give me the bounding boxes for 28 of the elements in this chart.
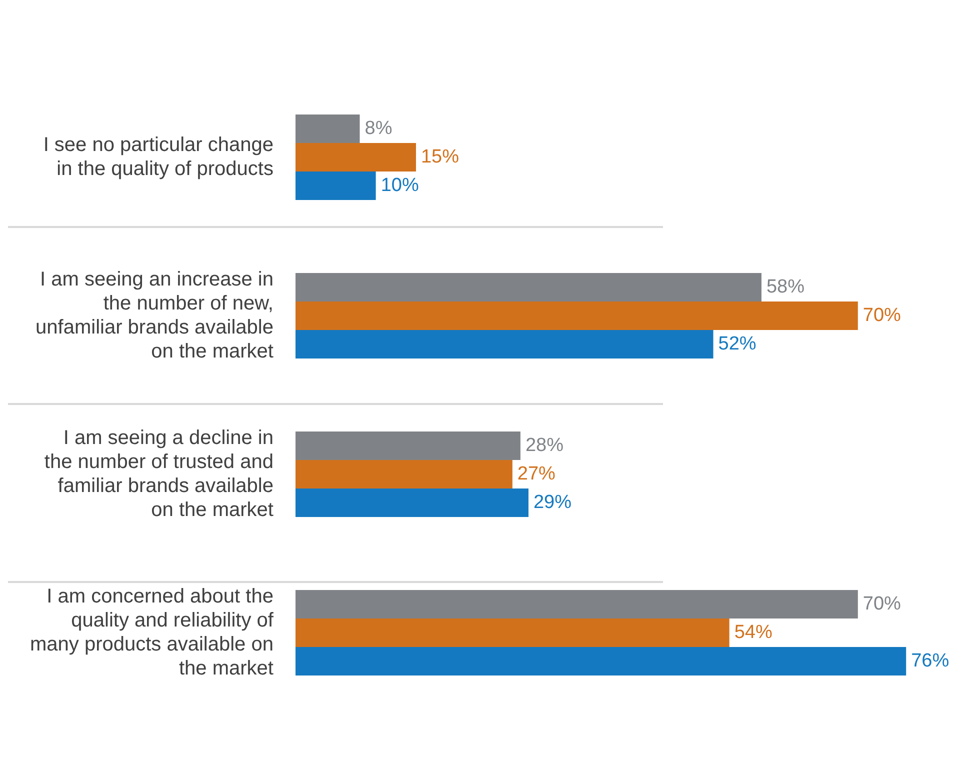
bar — [295, 301, 858, 330]
bar — [295, 488, 528, 518]
bar — [295, 142, 416, 172]
data-label: 15% — [420, 146, 460, 168]
bar — [295, 172, 376, 200]
y-tick-label: I see no particular change in the quality of products — [43, 134, 274, 180]
bar — [295, 618, 730, 648]
data-label: 29% — [533, 492, 572, 514]
data-label: 76% — [911, 650, 950, 672]
data-label: 10% — [380, 175, 419, 196]
y-tick-label: I am seeing an increase in the number of new, unfamiliar brands available on the market — [36, 268, 274, 362]
data-label: 8% — [364, 118, 392, 139]
data-label: 70% — [862, 593, 902, 614]
bar — [295, 330, 714, 359]
data-label: 58% — [766, 276, 805, 298]
y-tick-label: I am seeing a decline in the number of trusted and familiar brands available on the market — [44, 426, 274, 521]
bar — [295, 272, 762, 302]
bar — [295, 431, 520, 460]
bar — [295, 590, 858, 618]
data-label: 52% — [718, 334, 756, 355]
bar — [295, 114, 360, 143]
data-label: 70% — [862, 304, 902, 326]
data-label: 28% — [525, 434, 564, 456]
bar — [295, 647, 906, 676]
data-label: 54% — [734, 622, 772, 643]
data-label: 27% — [517, 463, 556, 484]
bar — [295, 460, 512, 489]
y-tick-label: I am concerned about the quality and reliability of many products available on the market — [30, 585, 274, 680]
